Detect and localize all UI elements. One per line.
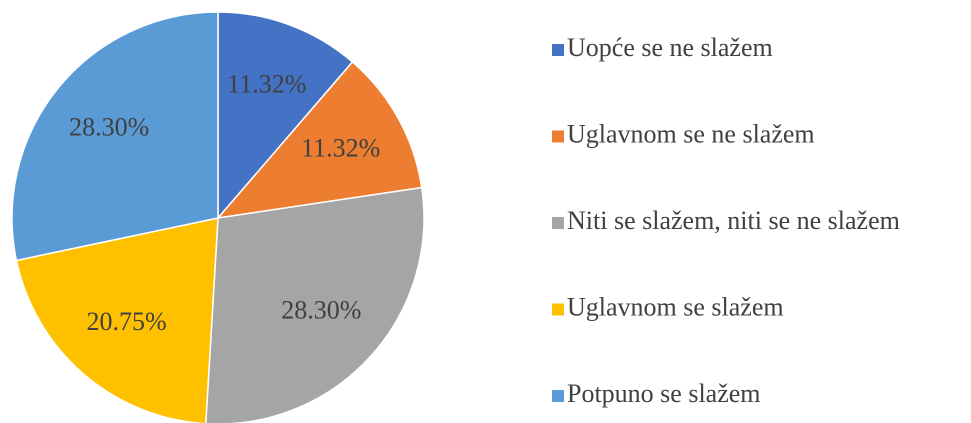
- legend-swatch: [552, 130, 564, 143]
- legend-label: Potpuno se slažem: [567, 379, 761, 408]
- legend-swatch: [552, 390, 564, 402]
- data-label: 28.30%: [281, 296, 361, 325]
- data-label: 11.32%: [301, 133, 380, 162]
- pie-slice: [217, 11, 354, 221]
- legend-label: Niti se slažem, niti se ne slažem: [567, 206, 900, 235]
- legend-label: Uglavnom se ne slažem: [567, 119, 815, 148]
- pie-slice: [11, 11, 219, 262]
- data-label: 11.32%: [227, 70, 306, 99]
- data-label: 20.75%: [86, 307, 166, 336]
- data-label: 28.30%: [69, 113, 149, 142]
- legend-swatch: [552, 217, 564, 229]
- pie-slice: [205, 186, 425, 423]
- legend-label: Uopće se ne slažem: [567, 33, 773, 62]
- legend-swatch: [552, 303, 564, 316]
- pie-slice: [216, 60, 423, 220]
- legend-swatch: [552, 44, 564, 56]
- legend-label: Uglavnom se slažem: [567, 292, 784, 321]
- pie-slice: [15, 217, 219, 423]
